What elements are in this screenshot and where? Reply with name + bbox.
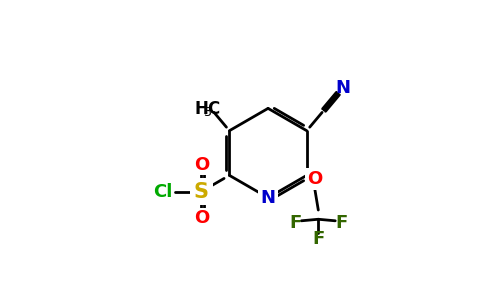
- Text: F: F: [312, 230, 324, 248]
- Text: F: F: [335, 214, 348, 232]
- Text: 3: 3: [203, 106, 212, 119]
- Text: H: H: [195, 100, 208, 118]
- Text: N: N: [260, 189, 275, 207]
- Text: S: S: [194, 182, 209, 202]
- Text: C: C: [208, 100, 220, 118]
- Text: O: O: [194, 156, 209, 174]
- Text: O: O: [307, 170, 322, 188]
- Text: N: N: [335, 79, 350, 97]
- Text: Cl: Cl: [153, 182, 173, 200]
- Text: O: O: [194, 209, 209, 227]
- Text: F: F: [289, 214, 302, 232]
